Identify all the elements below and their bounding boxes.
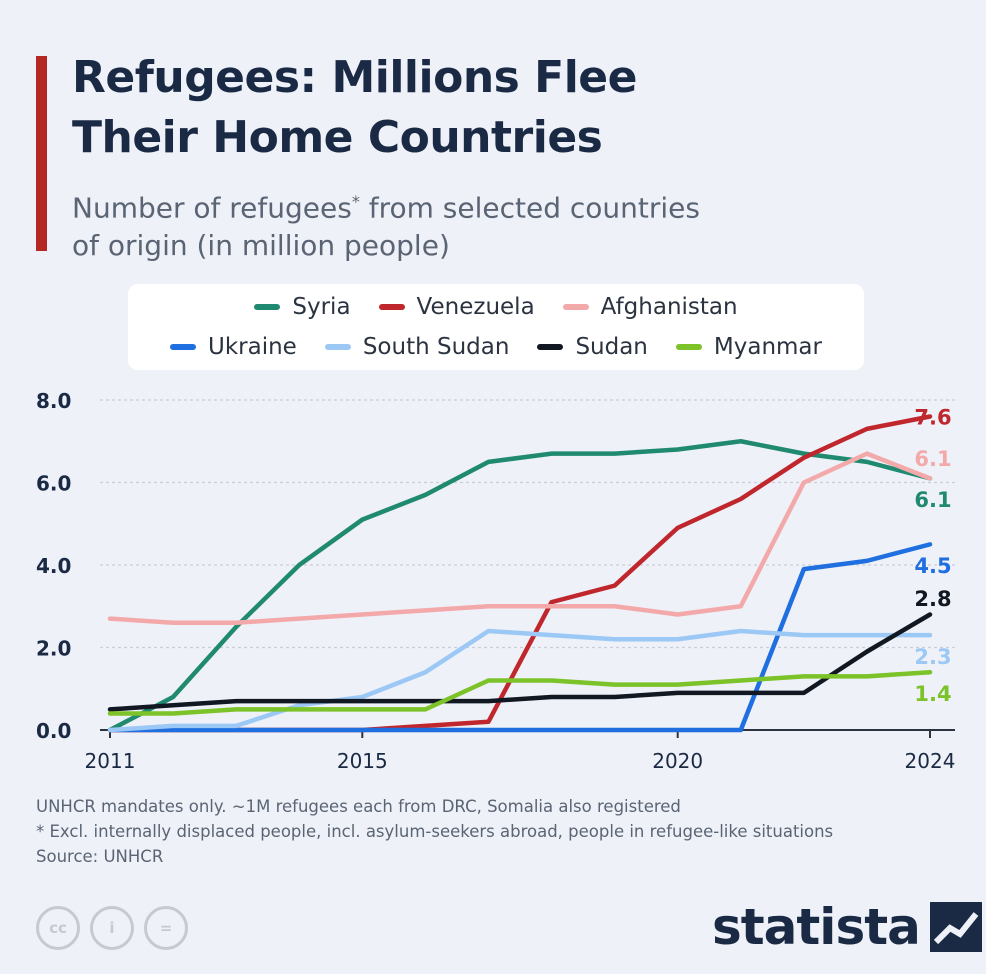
series-line-syria [107, 439, 933, 733]
series-line-south-sudan [107, 628, 933, 733]
legend-label: Venezuela [416, 294, 535, 320]
subtitle-rest: from selected countries of origin (in mi… [72, 191, 700, 263]
legend-swatch [537, 344, 564, 350]
statista-logo-icon [929, 902, 982, 952]
x-tick-label: 2011 [85, 749, 136, 773]
legend-swatch [254, 304, 281, 310]
x-tick-label: 2024 [905, 749, 956, 773]
end-label-south-sudan: 2.3 [914, 645, 951, 669]
footnote-unhcr: UNHCR mandates only. ~1M refugees each f… [36, 797, 681, 816]
chart-subtitle: Number of refugees* from selected countr… [72, 183, 712, 265]
legend-item-ukraine: Ukraine [170, 330, 297, 364]
end-label-syria: 6.1 [914, 488, 951, 512]
legend: Syria Venezuela Afghanistan Ukraine Sout… [128, 284, 864, 370]
legend-swatch [170, 344, 196, 350]
end-label-afghanistan: 6.1 [914, 447, 951, 471]
y-tick-label: 8.0 [36, 389, 71, 413]
y-tick-label: 4.0 [36, 554, 71, 578]
series-line-myanmar [107, 670, 933, 716]
y-tick-label: 2.0 [36, 637, 71, 661]
legend-row: Ukraine South Sudan Sudan Myanmar [128, 330, 864, 364]
legend-swatch [562, 304, 589, 310]
attribution-icon[interactable]: i [90, 906, 134, 950]
legend-label: Sudan [575, 334, 648, 360]
subtitle-main: Number of refugees [72, 191, 352, 225]
y-tick-label: 6.0 [36, 472, 71, 496]
end-label-ukraine: 4.5 [914, 554, 951, 578]
statista-wordmark: statista [712, 898, 921, 956]
subtitle-footnote-mark: * [351, 192, 360, 211]
title-accent-bar [36, 56, 47, 251]
legend-item-south-sudan: South Sudan [324, 330, 510, 364]
x-tick-label: 2015 [337, 749, 388, 773]
series-line-afghanistan [107, 451, 933, 625]
x-tick-label: 2020 [652, 749, 703, 773]
chart-title: Refugees: Millions Flee Their Home Count… [72, 52, 637, 163]
end-label-venezuela: 7.6 [914, 406, 951, 430]
series-line-sudan [107, 612, 933, 712]
source-note: Source: UNHCR [36, 847, 164, 866]
no-derivatives-icon[interactable]: = [144, 906, 188, 950]
legend-item-syria: Syria [254, 290, 351, 324]
series-line-venezuela [107, 414, 933, 733]
legend-label: Ukraine [208, 334, 297, 360]
statista-brand[interactable]: statista [712, 892, 982, 962]
legend-row: Syria Venezuela Afghanistan [128, 290, 864, 324]
line-chart: 0.0 2.0 4.0 6.0 8.0 2011 2015 2020 2024 6.1 7.6 6.1… [36, 389, 956, 773]
legend-swatch [675, 344, 702, 350]
legend-label: Syria [292, 294, 351, 320]
license-icons: cc i = [36, 906, 188, 950]
legend-swatch [324, 344, 351, 350]
legend-label: Myanmar [713, 334, 822, 360]
footnote-exclusions: * Excl. internally displaced people, inc… [36, 822, 834, 841]
series-line-ukraine [107, 542, 933, 733]
legend-label: South Sudan [362, 334, 510, 360]
end-label-sudan: 2.8 [914, 587, 951, 611]
legend-item-myanmar: Myanmar [675, 330, 822, 364]
y-tick-label: 0.0 [36, 719, 71, 743]
legend-swatch [378, 304, 405, 310]
legend-label: Afghanistan [600, 294, 738, 320]
legend-item-venezuela: Venezuela [378, 290, 535, 324]
legend-item-afghanistan: Afghanistan [562, 290, 738, 324]
end-label-myanmar: 1.4 [914, 682, 951, 706]
cc-icon[interactable]: cc [36, 906, 80, 950]
footnotes: UNHCR mandates only. ~1M refugees each f… [36, 794, 966, 869]
legend-item-sudan: Sudan [537, 330, 648, 364]
